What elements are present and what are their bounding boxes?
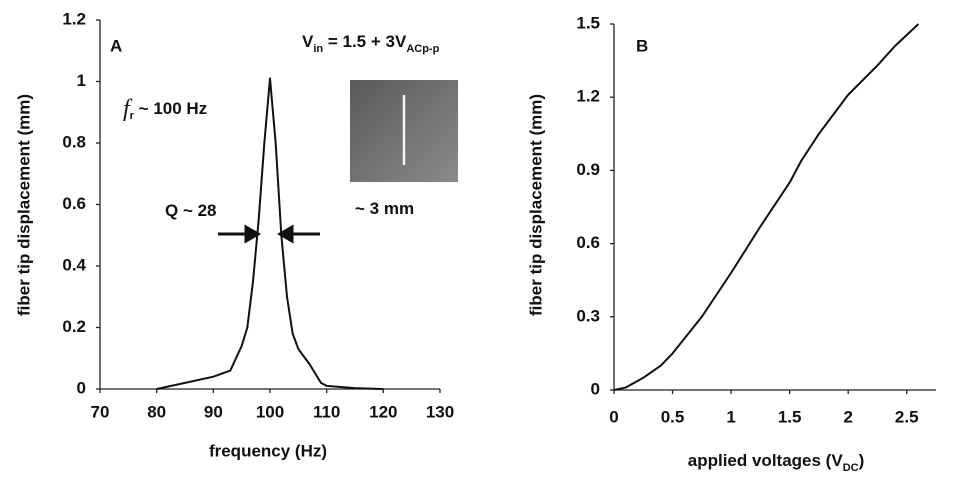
y-axis-label: fiber tip displacement (mm) bbox=[14, 94, 33, 316]
y-axis-label: fiber tip displacement (mm) bbox=[526, 94, 545, 316]
x-tick-label: 130 bbox=[426, 402, 454, 421]
text-part: ~ 3 mm bbox=[355, 199, 414, 218]
x-tick-label: 0.5 bbox=[661, 407, 685, 426]
annotation: ~ 3 mm bbox=[355, 199, 414, 218]
annotation: fr ~ 100 Hz bbox=[123, 96, 207, 122]
y-tick-label: 1.2 bbox=[62, 9, 86, 28]
x-axis-label: applied voltages (VDC) bbox=[688, 451, 865, 473]
y-tick-label: 1.2 bbox=[576, 87, 600, 106]
x-tick-label: 80 bbox=[147, 402, 166, 421]
y-tick-label: 0.4 bbox=[62, 255, 86, 274]
x-tick-label: 120 bbox=[369, 402, 397, 421]
y-tick-label: 1 bbox=[77, 71, 86, 90]
y-tick-label: 0 bbox=[77, 378, 86, 397]
annotation: Q ~ 28 bbox=[165, 201, 217, 220]
subscript: DC bbox=[843, 462, 859, 474]
x-tick-label: 110 bbox=[313, 402, 340, 421]
x-tick-label: 90 bbox=[204, 402, 223, 421]
y-tick-label: 0.6 bbox=[576, 233, 600, 252]
text-part: = 1.5 + 3V bbox=[323, 32, 407, 51]
subscript: r bbox=[130, 110, 135, 122]
text-part: ) bbox=[859, 451, 865, 470]
panel-label: B bbox=[636, 36, 648, 55]
y-tick-label: 0.8 bbox=[62, 132, 86, 151]
x-tick-label: 2.5 bbox=[895, 407, 919, 426]
data-line bbox=[156, 77, 384, 390]
text-part: f bbox=[123, 96, 133, 122]
x-axis-label: frequency (Hz) bbox=[209, 441, 327, 460]
y-tick-label: 0 bbox=[591, 379, 600, 398]
y-tick-label: 0.9 bbox=[576, 160, 600, 179]
data-line bbox=[613, 23, 920, 391]
arrow-left bbox=[277, 224, 320, 244]
y-tick-label: 0.3 bbox=[576, 306, 600, 325]
text-part: ~ 100 Hz bbox=[134, 99, 207, 118]
y-tick-label: 0.6 bbox=[62, 194, 86, 213]
text-part: applied voltages (V bbox=[688, 451, 844, 470]
panel-label: A bbox=[110, 36, 122, 55]
arrow-right bbox=[218, 224, 261, 244]
subscript: ACp-p bbox=[406, 43, 439, 55]
y-tick-label: 0.2 bbox=[62, 317, 86, 336]
x-tick-label: 100 bbox=[256, 402, 284, 421]
text-part: Q ~ 28 bbox=[165, 201, 217, 220]
x-tick-label: 1.5 bbox=[778, 407, 802, 426]
x-tick-label: 70 bbox=[91, 402, 110, 421]
x-tick-label: 0 bbox=[609, 407, 618, 426]
subscript: in bbox=[313, 43, 323, 55]
y-tick-label: 1.5 bbox=[576, 13, 600, 32]
x-tick-label: 1 bbox=[726, 407, 735, 426]
annotation: Vin = 1.5 + 3VACp-p bbox=[302, 32, 440, 54]
text-part: V bbox=[302, 32, 314, 51]
x-tick-label: 2 bbox=[843, 407, 852, 426]
